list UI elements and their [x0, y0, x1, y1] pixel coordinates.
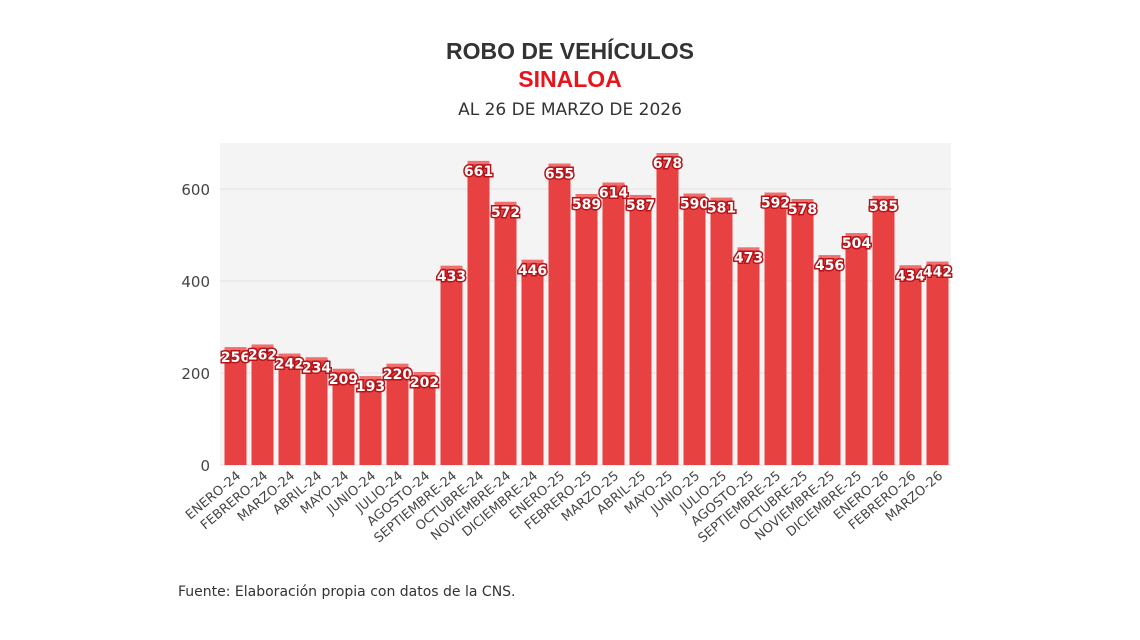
bar	[494, 201, 517, 465]
bar-top-edge	[683, 193, 706, 197]
bar	[224, 347, 247, 465]
bar-top-edge	[629, 194, 652, 198]
data-label: 446	[518, 263, 547, 279]
data-label: 220	[383, 367, 412, 383]
bar	[872, 195, 895, 465]
bar-top-edge	[305, 357, 328, 361]
bar	[602, 182, 625, 465]
bar-top-edge	[224, 347, 247, 351]
bar	[899, 265, 922, 465]
bar-top-edge	[359, 376, 382, 380]
data-label: 434	[896, 268, 925, 284]
bar-top-edge	[791, 199, 814, 203]
bar	[737, 247, 760, 465]
bar-top-edge	[332, 368, 355, 372]
bar	[440, 265, 463, 465]
bar-top-edge	[386, 363, 409, 367]
data-label: 456	[815, 258, 844, 274]
bar	[413, 372, 436, 465]
bar-top-edge	[764, 192, 787, 196]
data-label: 592	[761, 196, 790, 212]
data-label: 581	[707, 201, 736, 217]
bar-top-edge	[710, 197, 733, 201]
bar	[467, 160, 490, 465]
bar	[926, 261, 949, 465]
data-label: 433	[437, 269, 466, 285]
bar	[548, 163, 571, 465]
data-label: 655	[545, 167, 574, 183]
y-tick-label: 0	[200, 457, 210, 475]
bar-top-edge	[548, 163, 571, 167]
bar	[332, 368, 355, 465]
data-label: 572	[491, 205, 520, 221]
bar-top-edge	[818, 255, 841, 259]
bar-top-edge	[413, 372, 436, 376]
data-label: 590	[680, 197, 709, 213]
data-label: 193	[356, 379, 385, 395]
data-label: 262	[248, 347, 277, 363]
data-label: 504	[842, 236, 871, 252]
data-label: 585	[869, 199, 898, 215]
data-label: 661	[464, 164, 493, 180]
bar-top-edge	[494, 201, 517, 205]
data-label: 587	[626, 198, 655, 214]
bar	[278, 353, 301, 465]
chart-subtitle: SINALOA	[518, 66, 622, 92]
chart-title: ROBO DE VEHÍCULOS	[446, 38, 694, 64]
bar	[386, 363, 409, 465]
bar-top-edge	[521, 259, 544, 263]
bar-top-edge	[926, 261, 949, 265]
bar-top-edge	[737, 247, 760, 251]
bar	[656, 153, 679, 465]
bar-top-edge	[872, 195, 895, 199]
data-label: 202	[410, 375, 439, 391]
bar	[629, 194, 652, 466]
chart-date-note: AL 26 DE MARZO DE 2026	[458, 100, 682, 120]
data-label: 209	[329, 372, 358, 388]
bar-top-edge	[251, 344, 274, 348]
bar	[818, 255, 841, 465]
bar	[683, 193, 706, 465]
data-label: 256	[221, 350, 250, 366]
data-label: 578	[788, 202, 817, 218]
bar	[845, 233, 868, 465]
y-tick-label: 200	[181, 365, 210, 383]
bar	[791, 199, 814, 465]
bar	[359, 376, 382, 465]
bar	[575, 194, 598, 465]
bar-top-edge	[899, 265, 922, 269]
data-label: 473	[734, 250, 763, 266]
bar-top-edge	[440, 265, 463, 269]
data-label: 614	[599, 186, 628, 202]
data-label: 589	[572, 197, 601, 213]
data-label: 242	[275, 357, 304, 373]
data-label: 442	[923, 265, 952, 281]
bar	[521, 259, 544, 465]
y-tick-label: 400	[181, 273, 210, 291]
source-note: Fuente: Elaboración propia con datos de …	[178, 584, 516, 600]
y-tick-label: 600	[181, 181, 210, 199]
bar	[710, 197, 733, 466]
bar	[251, 344, 274, 465]
data-label: 678	[653, 156, 682, 172]
bar-top-edge	[467, 160, 490, 164]
bar-top-edge	[656, 153, 679, 157]
bar-top-edge	[575, 194, 598, 198]
bar-top-edge	[278, 353, 301, 357]
bar-top-edge	[602, 182, 625, 186]
bar	[764, 192, 787, 465]
data-label: 234	[302, 360, 331, 376]
bar-top-edge	[845, 233, 868, 237]
bar	[305, 357, 328, 465]
